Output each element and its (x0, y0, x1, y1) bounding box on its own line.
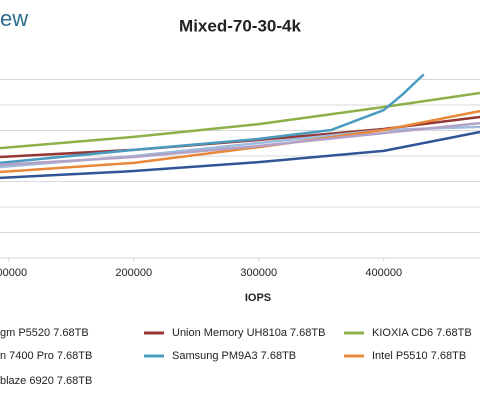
x-tick-label: 100000 (0, 267, 27, 279)
x-tick-label: 200000 (115, 267, 152, 279)
series-line (0, 130, 480, 180)
legend-label: gm P5520 7.68TB (0, 327, 89, 339)
logo: ew (0, 6, 28, 31)
series-line (0, 121, 480, 167)
x-axis-label: IOPS (245, 292, 271, 304)
legend-label: KIOXIA CD6 7.68TB (372, 327, 472, 339)
legend-label: blaze 6920 7.68TB (0, 375, 92, 387)
chart-title: Mixed-70-30-4k (179, 16, 301, 35)
x-tick-label: 300000 (240, 267, 277, 279)
legend-label: Intel P5510 7.68TB (372, 350, 466, 362)
series-line (0, 115, 480, 159)
x-tick-label: 400000 (365, 267, 402, 279)
series-line (0, 73, 425, 165)
legend-label: Union Memory UH810a 7.68TB (172, 327, 325, 339)
legend-label: n 7400 Pro 7.68TB (0, 350, 92, 362)
series-line (0, 91, 480, 150)
legend-label: Samsung PM9A3 7.68TB (172, 350, 296, 362)
